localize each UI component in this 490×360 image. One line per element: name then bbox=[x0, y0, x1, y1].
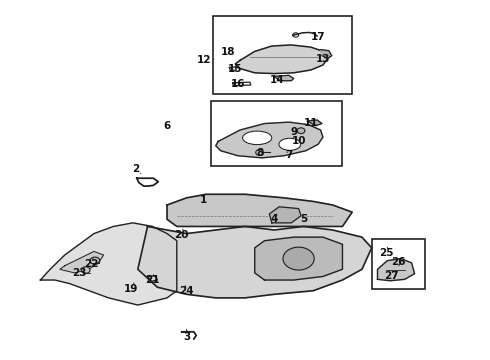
Text: 20: 20 bbox=[174, 230, 189, 240]
Text: 19: 19 bbox=[123, 284, 138, 294]
Bar bbox=[213, 16, 352, 94]
Text: 11: 11 bbox=[303, 118, 318, 128]
Text: 9: 9 bbox=[290, 127, 297, 137]
Ellipse shape bbox=[279, 138, 301, 150]
Bar bbox=[211, 102, 343, 166]
Text: 26: 26 bbox=[391, 257, 406, 267]
Text: 22: 22 bbox=[84, 259, 99, 269]
Text: 13: 13 bbox=[316, 54, 330, 64]
Text: 17: 17 bbox=[311, 32, 325, 42]
Polygon shape bbox=[274, 75, 294, 81]
Text: 16: 16 bbox=[230, 78, 245, 89]
Text: 24: 24 bbox=[179, 286, 194, 296]
Text: 15: 15 bbox=[228, 64, 243, 74]
Text: 23: 23 bbox=[72, 268, 87, 278]
Text: 4: 4 bbox=[270, 214, 278, 224]
Text: 7: 7 bbox=[285, 150, 293, 160]
Text: 8: 8 bbox=[256, 148, 263, 158]
Polygon shape bbox=[40, 223, 177, 305]
Polygon shape bbox=[235, 45, 328, 73]
Text: 25: 25 bbox=[379, 248, 393, 258]
Circle shape bbox=[81, 267, 90, 273]
Polygon shape bbox=[255, 237, 343, 280]
Circle shape bbox=[297, 128, 305, 134]
Text: 21: 21 bbox=[145, 275, 160, 285]
Text: 10: 10 bbox=[292, 136, 306, 146]
Polygon shape bbox=[307, 120, 322, 126]
Bar bbox=[372, 239, 425, 289]
Polygon shape bbox=[138, 226, 372, 298]
Text: 12: 12 bbox=[196, 55, 211, 65]
Text: 5: 5 bbox=[300, 214, 307, 224]
Polygon shape bbox=[320, 50, 332, 59]
Text: 18: 18 bbox=[220, 47, 235, 57]
Ellipse shape bbox=[243, 131, 272, 145]
Text: 6: 6 bbox=[164, 121, 171, 131]
Circle shape bbox=[283, 247, 314, 270]
Polygon shape bbox=[270, 207, 301, 223]
Text: 3: 3 bbox=[183, 332, 190, 342]
Text: 14: 14 bbox=[270, 75, 284, 85]
Polygon shape bbox=[377, 258, 415, 281]
Polygon shape bbox=[60, 251, 104, 273]
Polygon shape bbox=[216, 122, 323, 158]
Text: 1: 1 bbox=[200, 195, 207, 204]
Text: 27: 27 bbox=[384, 271, 398, 282]
Text: 2: 2 bbox=[132, 164, 139, 174]
Polygon shape bbox=[167, 194, 352, 226]
